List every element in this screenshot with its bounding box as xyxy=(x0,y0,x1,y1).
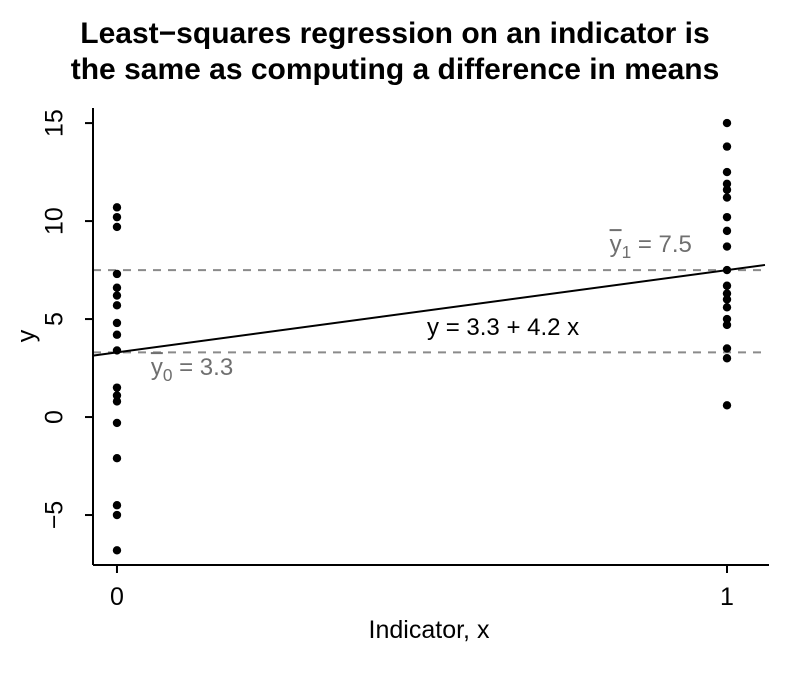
data-point xyxy=(722,314,732,324)
data-point xyxy=(722,226,732,236)
data-point xyxy=(722,303,732,312)
data-point xyxy=(112,283,122,292)
data-point xyxy=(112,501,122,510)
data-point xyxy=(722,354,732,363)
data-point xyxy=(722,295,732,304)
data-point xyxy=(112,383,122,392)
data-point xyxy=(722,320,732,330)
y-tick-label: 15 xyxy=(41,109,69,137)
data-point xyxy=(112,346,122,355)
data-point xyxy=(722,193,732,202)
data-point xyxy=(112,212,122,222)
y-tick-label: 10 xyxy=(41,207,69,235)
data-point xyxy=(112,418,122,428)
data-point xyxy=(112,510,122,520)
data-point xyxy=(112,269,122,279)
data-point xyxy=(722,281,732,290)
data-point xyxy=(112,546,122,555)
data-point xyxy=(722,167,732,177)
y-tick-label: −5 xyxy=(41,501,69,530)
data-point xyxy=(112,291,122,300)
data-point xyxy=(722,142,732,151)
data-point xyxy=(722,289,732,298)
data-point xyxy=(722,212,732,222)
data-point xyxy=(112,203,122,212)
chart-title-line2: the same as computing a difference in me… xyxy=(70,53,720,86)
data-point xyxy=(722,242,732,251)
data-point xyxy=(722,344,732,353)
data-point xyxy=(112,330,122,339)
data-point xyxy=(112,391,122,400)
data-point xyxy=(112,318,122,328)
regression-line xyxy=(92,263,766,357)
data-point xyxy=(722,265,732,275)
data-point xyxy=(112,301,122,310)
chart-title: Least−squares regression on an indicator… xyxy=(0,16,790,88)
regression-equation-label: y = 3.3 + 4.2 x xyxy=(427,314,580,342)
y-tick-label: 0 xyxy=(41,410,69,424)
data-point xyxy=(112,453,122,463)
data-point xyxy=(112,222,122,232)
x-tick-label: 1 xyxy=(720,583,734,611)
data-point xyxy=(722,401,732,410)
chart-title-line1: Least−squares regression on an indicator… xyxy=(80,17,710,50)
y-axis-label: y xyxy=(12,329,41,343)
data-point xyxy=(112,397,122,406)
mean-label-1: y1 = 7.5 xyxy=(609,231,692,262)
data-point xyxy=(722,179,732,189)
data-point xyxy=(722,185,732,194)
x-axis-label: Indicator, x xyxy=(368,616,490,644)
y-tick-label: 5 xyxy=(41,312,69,326)
mean-label-0: y0 = 3.3 xyxy=(150,354,234,385)
data-point xyxy=(722,118,732,128)
x-tick-label: 0 xyxy=(110,583,124,611)
